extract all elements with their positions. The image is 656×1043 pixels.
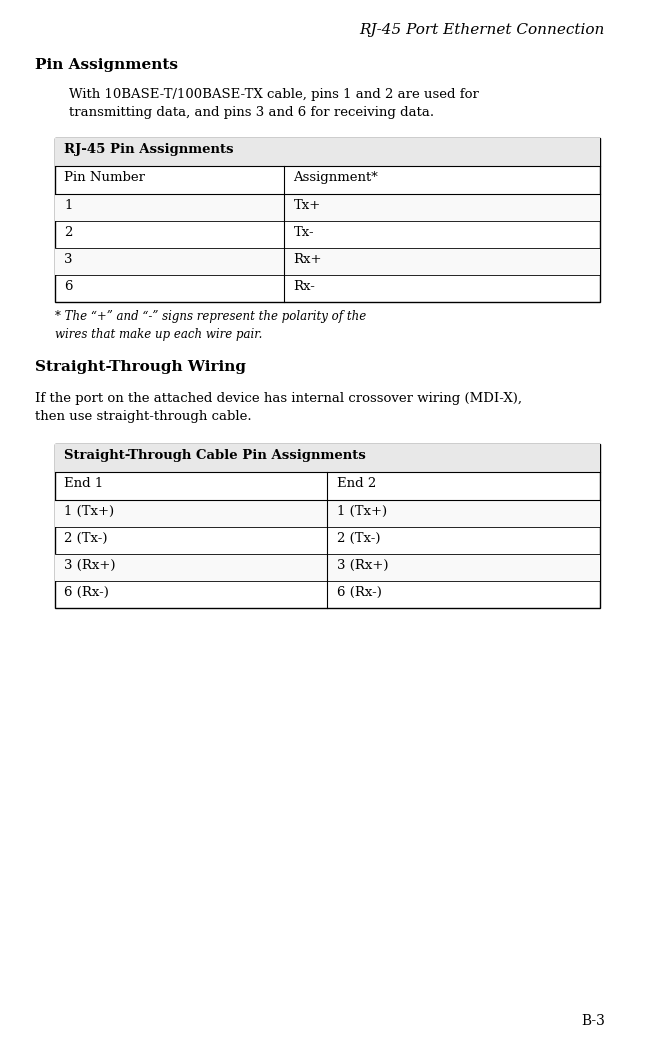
Text: 6 (Rx-): 6 (Rx-) [64, 586, 110, 599]
Text: Rx-: Rx- [293, 280, 316, 293]
Bar [54, 194, 600, 221]
Text: 3 (Rx+): 3 (Rx+) [337, 559, 388, 572]
Bar [54, 138, 600, 166]
Text: RJ-45 Pin Assignments: RJ-45 Pin Assignments [64, 143, 234, 156]
Text: Straight-Through Cable Pin Assignments: Straight-Through Cable Pin Assignments [64, 448, 366, 462]
Text: Tx-: Tx- [293, 226, 314, 239]
Text: 1 (Tx+): 1 (Tx+) [64, 505, 115, 518]
Bar [54, 138, 600, 302]
Text: Tx+: Tx+ [293, 199, 321, 212]
Text: 1: 1 [64, 199, 73, 212]
Text: 2 (Tx-): 2 (Tx-) [64, 532, 108, 545]
Text: If the port on the attached device has internal crossover wiring (MDI-X),
then u: If the port on the attached device has i… [35, 392, 522, 423]
Text: 1 (Tx+): 1 (Tx+) [337, 505, 387, 518]
Text: RJ-45 Port Ethernet Connection: RJ-45 Port Ethernet Connection [359, 23, 605, 37]
Bar [54, 500, 600, 527]
Text: * The “+” and “-” signs represent the polarity of the
wires that make up each wi: * The “+” and “-” signs represent the po… [54, 310, 366, 341]
Bar [54, 554, 600, 581]
Text: Assignment*: Assignment* [293, 171, 378, 184]
Text: 6 (Rx-): 6 (Rx-) [337, 586, 382, 599]
Text: With 10BASE-T/100BASE-TX cable, pins 1 and 2 are used for
transmitting data, and: With 10BASE-T/100BASE-TX cable, pins 1 a… [70, 88, 480, 119]
Text: 6: 6 [64, 280, 73, 293]
Bar [54, 444, 600, 472]
Text: Pin Number: Pin Number [64, 171, 146, 184]
Text: Rx+: Rx+ [293, 253, 322, 266]
Bar [54, 444, 600, 608]
Text: Straight-Through Wiring: Straight-Through Wiring [35, 360, 246, 374]
Text: 3 (Rx+): 3 (Rx+) [64, 559, 116, 572]
Text: End 1: End 1 [64, 477, 104, 490]
Text: 2 (Tx-): 2 (Tx-) [337, 532, 380, 545]
Text: Pin Assignments: Pin Assignments [35, 58, 178, 72]
Text: 3: 3 [64, 253, 73, 266]
Text: End 2: End 2 [337, 477, 377, 490]
Text: 2: 2 [64, 226, 73, 239]
Bar [54, 248, 600, 275]
Text: B-3: B-3 [581, 1014, 605, 1028]
